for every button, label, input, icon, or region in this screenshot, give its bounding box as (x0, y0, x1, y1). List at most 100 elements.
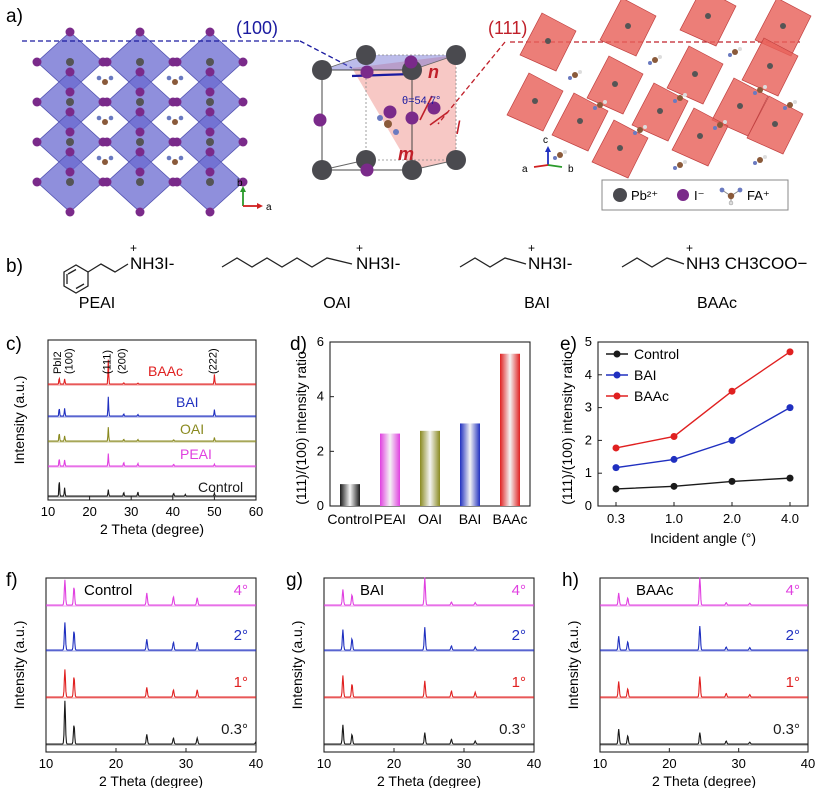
fa-nitrogen (178, 75, 184, 81)
pb-atom (136, 58, 144, 66)
peak-label: (100) (64, 348, 76, 374)
baac-ammonium-formula: NH3 CH3COO− (686, 254, 807, 273)
giwaxs-trace (46, 622, 256, 651)
fa-carbon (677, 162, 683, 168)
fa-nitrogen (96, 115, 102, 121)
x-tick-label: 1.0 (665, 511, 683, 526)
plot-frame (599, 577, 809, 753)
iodide-atom (205, 147, 215, 157)
fa-nitrogen (393, 129, 399, 135)
x-tick-label: 20 (82, 504, 96, 519)
perovskite-lattice-100-view (32, 27, 248, 217)
panel-label-b: b) (6, 256, 23, 277)
plane-100-pointer-line (299, 40, 353, 69)
bar-bai (460, 423, 480, 506)
y-tick-label: 0 (585, 498, 592, 513)
panel-label-a: a) (6, 6, 23, 27)
pb-atom (206, 178, 214, 186)
giwaxs-trace (324, 577, 534, 606)
plane-111-wedge (352, 55, 456, 170)
category-label: BAAc (492, 511, 527, 527)
iodide-atom (135, 67, 145, 77)
molecule-name-oai: OAI (323, 295, 351, 312)
oai-ammonium-formula: NH3I- (356, 254, 400, 273)
x-tick-label: 40 (166, 504, 180, 519)
iodide-atom (238, 137, 248, 147)
pb-atom (767, 63, 773, 69)
giwaxs-trace (600, 676, 808, 698)
fa-hydrogen (683, 93, 687, 97)
iodide-atom (238, 97, 248, 107)
unit-cell-cube (312, 45, 466, 180)
category-label: PEAI (374, 511, 406, 527)
x-tick-label: 4.0 (781, 511, 799, 526)
fa-nitrogen (753, 161, 757, 165)
iodide-atom (135, 207, 145, 217)
x-tick-label: 20 (109, 756, 123, 771)
fa-nitrogen (108, 75, 114, 81)
iodide-atom (65, 107, 75, 117)
x-tick-label: 30 (457, 756, 471, 771)
fa-carbon (732, 49, 738, 55)
panel-label-f: f) (6, 570, 18, 591)
fa-carbon (102, 119, 108, 125)
pb-atom (206, 138, 214, 146)
fa-nitrogen (166, 115, 172, 121)
data-point (612, 444, 620, 452)
angle-label: 4° (786, 582, 800, 599)
legend-pb: Pb²⁺ (631, 188, 658, 203)
peak-label: (111) (101, 350, 113, 374)
pb-atom (692, 71, 698, 77)
fa-carbon (757, 87, 763, 93)
fa-nitrogen (96, 155, 102, 161)
data-point (786, 404, 794, 412)
fa-carbon (757, 157, 763, 163)
fa-hydrogen (578, 70, 582, 74)
giwaxs-trace (46, 579, 256, 606)
iodide-atom (360, 65, 374, 79)
fa-nitrogen (673, 99, 677, 103)
iodide-atom (205, 67, 215, 77)
fa-carbon (652, 57, 658, 63)
category-label: BAI (459, 511, 482, 527)
pb-atom (612, 81, 618, 87)
y-axis-label: Intensity (a.u.) (11, 621, 27, 710)
bar-oai (420, 430, 440, 506)
giwaxs-trace (600, 625, 808, 651)
baac-plus-sign: + (686, 241, 693, 255)
legend-marker (613, 350, 621, 358)
fa-carbon (637, 127, 643, 133)
fa-hydrogen (643, 125, 647, 129)
iodide-atom (238, 57, 248, 67)
panel-label-h: h) (562, 570, 579, 591)
fa-carbon (717, 122, 723, 128)
fa-hydrogen (563, 150, 567, 154)
x-tick-label: 30 (731, 756, 745, 771)
legend-label: Control (634, 346, 679, 362)
pb-atom (206, 98, 214, 106)
y-axis-label: Intensity (a.u.) (11, 376, 27, 465)
fa-nitrogen (166, 155, 172, 161)
iodide-atom (65, 167, 75, 177)
y-tick-label: 4 (317, 389, 324, 404)
y-tick-label: 6 (317, 334, 324, 349)
iodide-atom (65, 147, 75, 157)
legend-i: I⁻ (694, 188, 704, 203)
chart-g-giwaxs-bai: 10 20 30 40 2 Theta (degree) Intensity (a.u.)… (289, 577, 541, 788)
chart-c-xrd-additives: 10 20 30 40 50 60 2 Theta (degree) Intensity (a… (11, 339, 263, 537)
x-tick-label: 50 (207, 504, 221, 519)
fa-hydrogen (723, 120, 727, 124)
iodide-atom (65, 127, 75, 137)
pb-atom (66, 138, 74, 146)
panel-label-d: d) (290, 334, 307, 355)
x-tick-label: 60 (249, 504, 263, 519)
pb-atom (66, 98, 74, 106)
pb-atom (66, 58, 74, 66)
series-label: BAI (176, 394, 199, 410)
iodide-atom (135, 107, 145, 117)
data-point (728, 477, 736, 485)
chart-e-ratio-vs-angle: 0 1 2 3 4 5 0.3 1.0 2.0 4.0 Incident angle (°) (111… (559, 334, 809, 546)
fa-nitrogen (753, 91, 757, 95)
x-tick-label: 20 (662, 756, 676, 771)
axis-b-label-right: b (568, 164, 574, 175)
